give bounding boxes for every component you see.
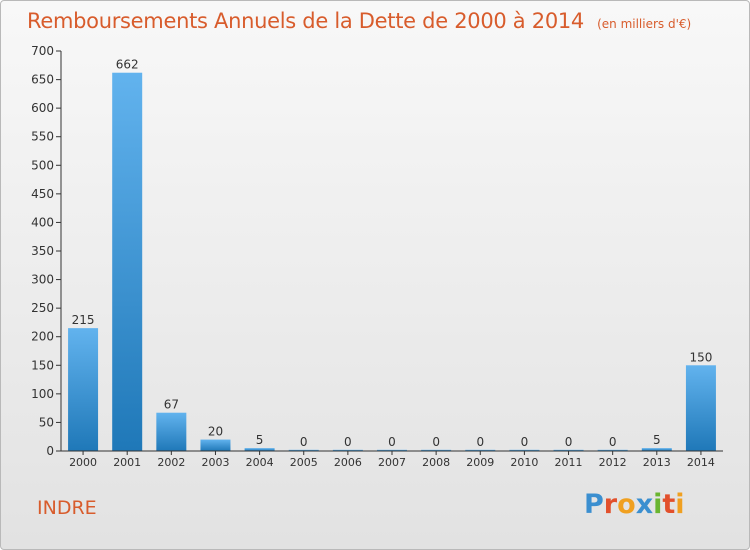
chart-title: Remboursements Annuels de la Dette de 20… [27,9,584,33]
data-label: 0 [388,435,396,449]
data-label: 150 [689,350,712,364]
bar [288,449,319,451]
x-tick-label: 2006 [334,456,362,469]
axes-layer: 0501001502002503003504004505005506006507… [31,44,723,469]
data-label: 67 [164,398,179,412]
data-label: 662 [116,58,139,72]
x-tick-label: 2001 [113,456,141,469]
bar [553,449,584,451]
bar [244,448,275,451]
data-label: 0 [344,435,352,449]
chart-subtitle: (en milliers d'€) [597,17,692,31]
x-tick-label: 2008 [422,456,450,469]
data-label: 0 [565,435,573,449]
y-tick-label: 0 [46,444,54,458]
y-tick-label: 450 [31,187,54,201]
x-tick-label: 2002 [157,456,185,469]
x-tick-label: 2014 [687,456,715,469]
bar [377,449,407,451]
logo-letter: P [584,489,604,520]
y-tick-label: 200 [31,330,54,344]
data-label: 0 [432,435,440,449]
title-row: Remboursements Annuels de la Dette de 20… [27,9,691,33]
x-tick-label: 2000 [69,456,97,469]
x-tick-label: 2010 [510,456,538,469]
data-label: 215 [72,313,95,327]
y-tick-label: 650 [31,73,54,87]
logo-letter: t [662,489,676,520]
bar [156,412,187,451]
x-tick-label: 2011 [555,456,583,469]
data-label: 5 [653,433,661,447]
bar [685,365,716,451]
y-tick-label: 50 [39,415,54,429]
logo-letter: r [603,489,618,520]
data-label: 0 [609,435,617,449]
logo-letter: o [617,489,636,520]
y-tick-label: 400 [31,215,54,229]
bar [597,449,628,451]
x-tick-label: 2005 [290,456,318,469]
x-tick-label: 2013 [643,456,671,469]
y-tick-label: 550 [31,130,54,144]
logo-letter: x [635,489,654,520]
bar [421,449,452,451]
bar [332,449,363,451]
x-tick-label: 2012 [599,456,627,469]
y-tick-label: 300 [31,273,54,287]
bars-layer [68,72,716,451]
region-label: INDRE [37,497,97,519]
data-label: 0 [300,435,308,449]
logo-letter: i [675,489,685,520]
bar [200,439,231,451]
bar [68,328,99,451]
bar [465,449,496,451]
y-tick-label: 700 [31,44,54,58]
y-tick-label: 150 [31,358,54,372]
y-tick-label: 250 [31,301,54,315]
x-tick-label: 2007 [378,456,406,469]
proxiti-logo[interactable]: Proxiti [584,489,685,520]
logo-letter: i [653,489,663,520]
bar [112,72,143,451]
y-tick-label: 350 [31,244,54,258]
y-tick-label: 500 [31,158,54,172]
x-tick-label: 2003 [201,456,229,469]
data-label: 0 [476,435,484,449]
data-label: 0 [521,435,529,449]
x-tick-label: 2004 [246,456,274,469]
y-tick-label: 100 [31,387,54,401]
data-label: 5 [256,433,264,447]
y-tick-label: 600 [31,101,54,115]
bar [509,449,540,451]
bar [641,448,672,451]
data-label: 20 [208,425,223,439]
x-tick-label: 2009 [466,456,494,469]
